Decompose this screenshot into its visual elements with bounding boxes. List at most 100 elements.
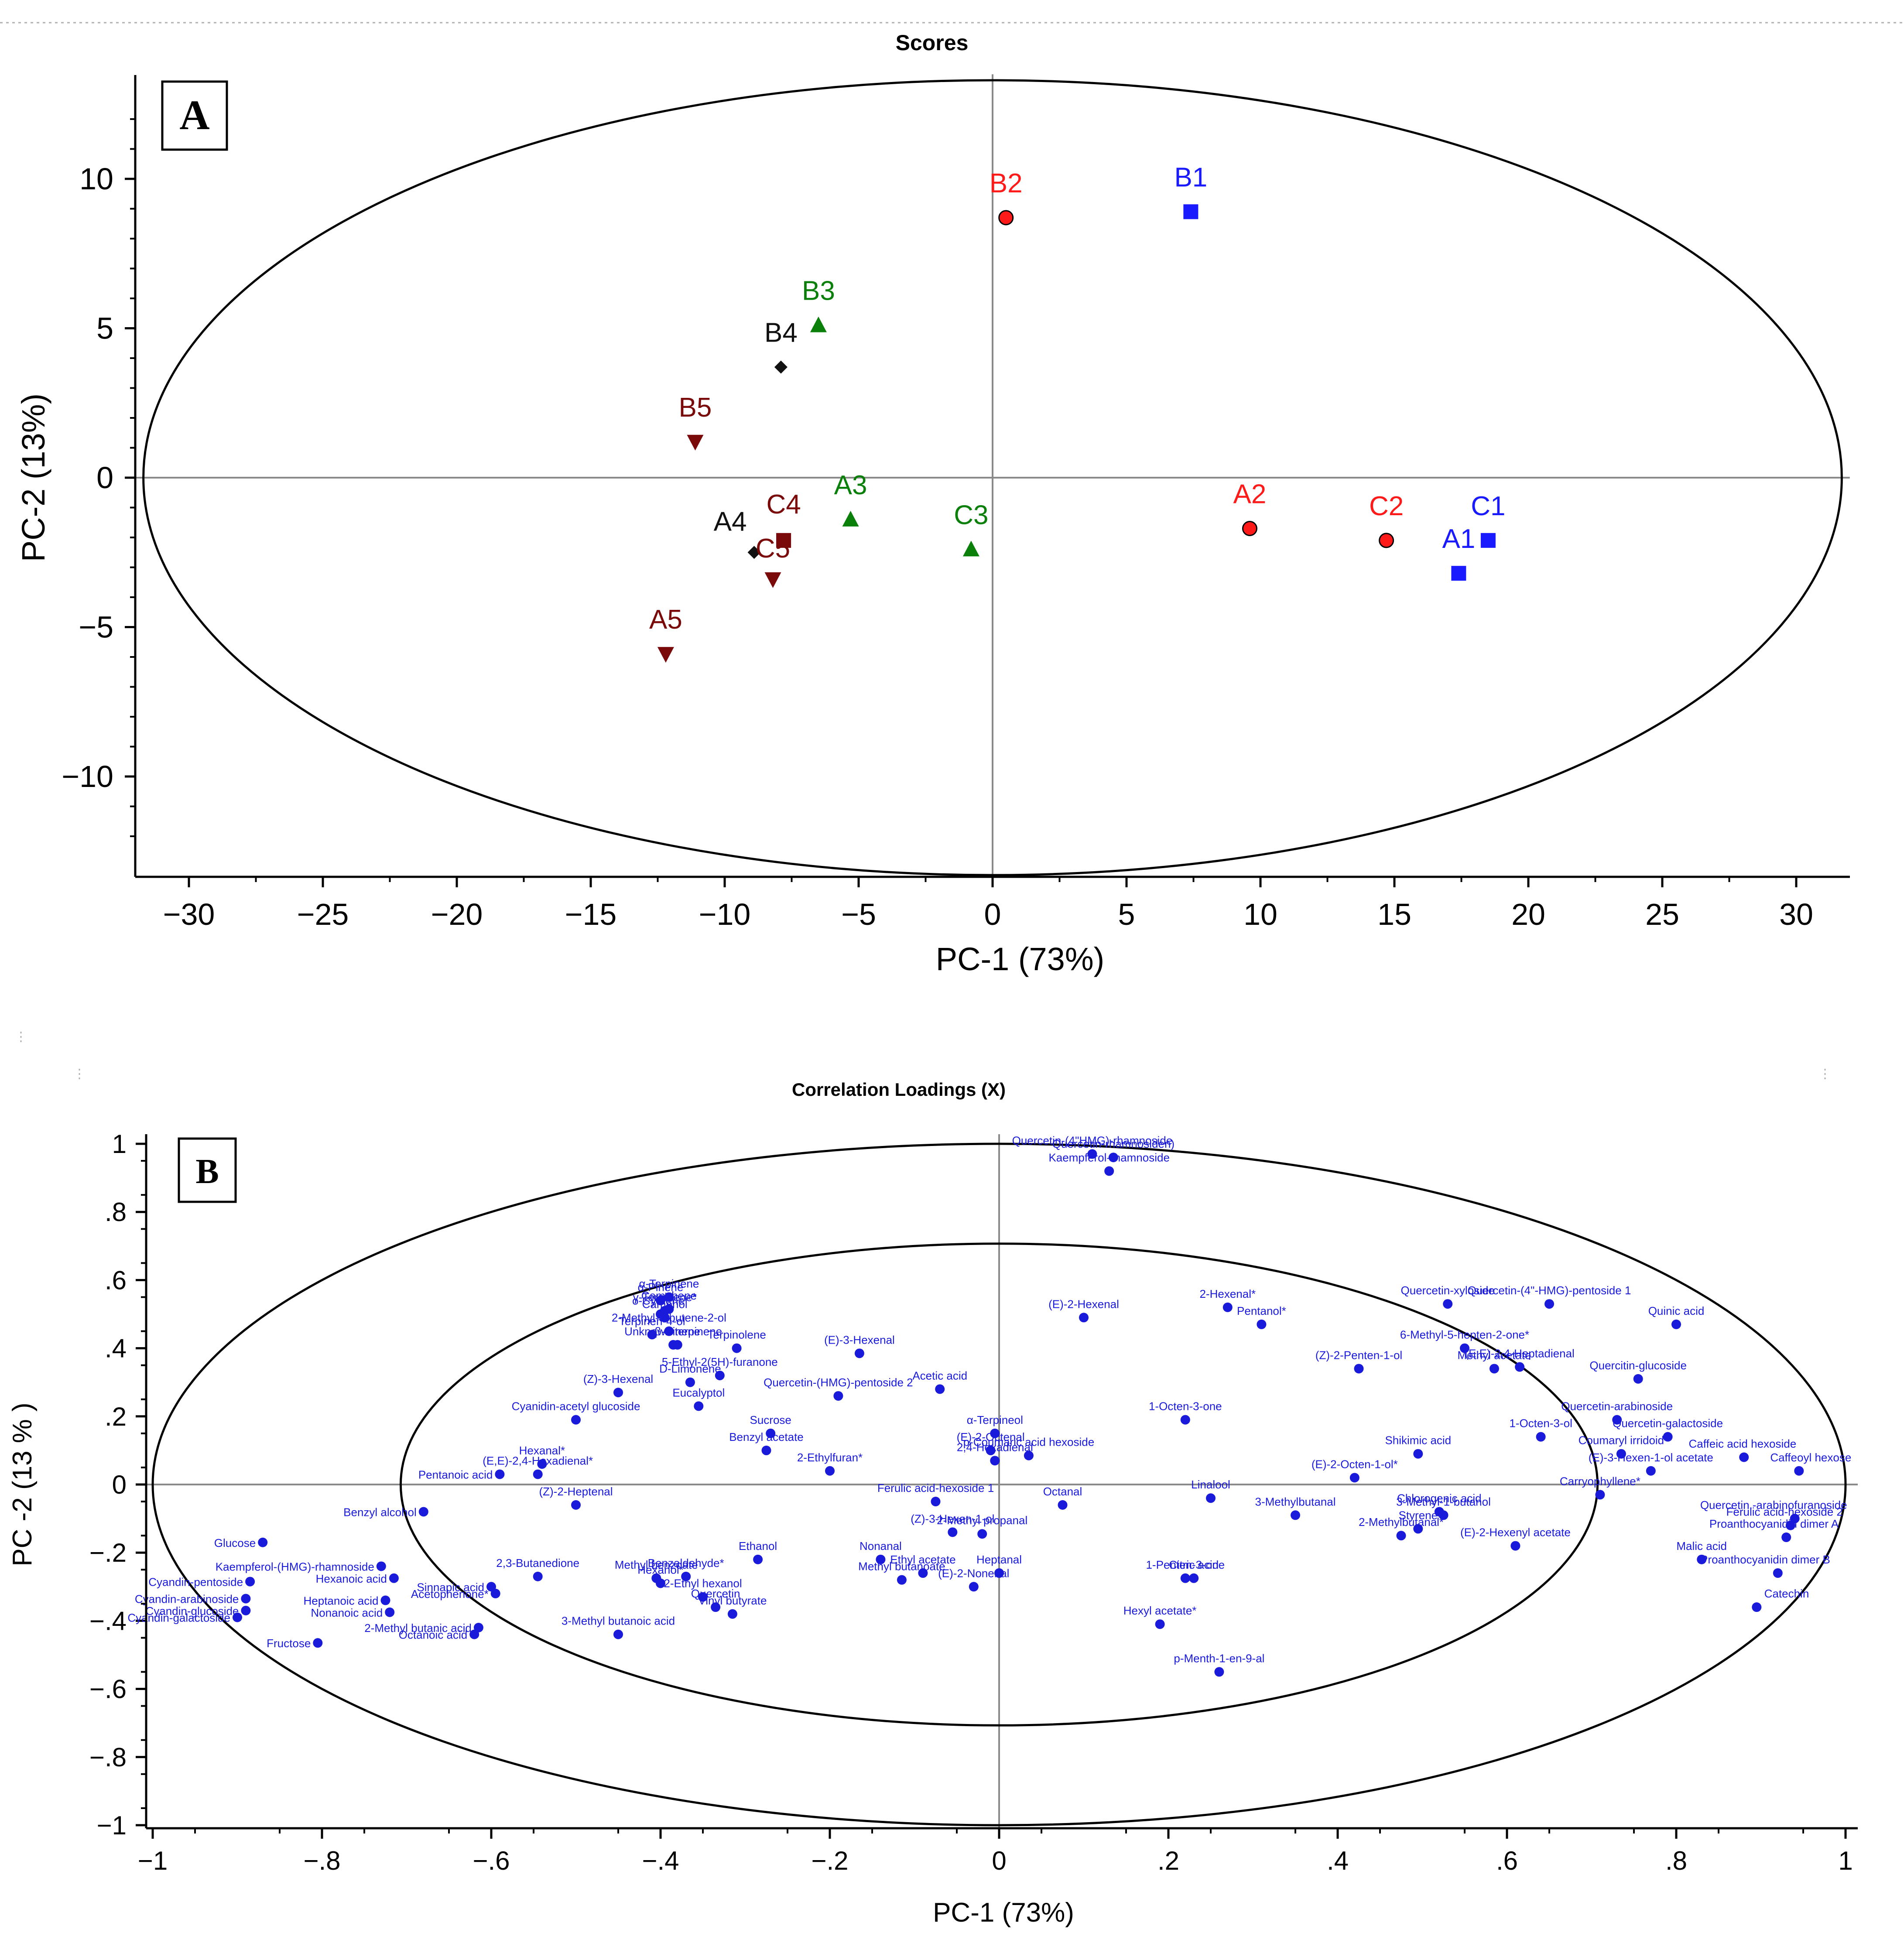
loading-marker [931,1497,941,1507]
loading-label: Quercetin.-arabinofuranoside [1700,1498,1847,1512]
loading-point: Methyl benzoate [615,1558,698,1583]
score-point-B5: B5 [679,393,712,451]
loading-marker [1087,1149,1097,1159]
loading-point: (E)-2-Octenal [957,1430,1025,1455]
loading-point: (E)-2-Octen-1-ol* [1312,1457,1398,1483]
x-tick-label: −25 [297,897,349,931]
loading-label: Pentanol* [1237,1304,1286,1317]
loading-marker [694,1401,704,1411]
loading-point: Quercetin-(4"-HMG)-pentoside 1 [1468,1284,1631,1309]
loading-point: p-Menth-1-en-9-al [1174,1652,1264,1677]
loading-point: Terpinolene [707,1328,766,1353]
score-marker [1379,533,1394,548]
loading-point: Acetophenone* [411,1587,500,1601]
loading-point: Eucalyptol [672,1386,725,1411]
score-point-label: A3 [834,470,867,500]
loading-label: Octanal [1043,1485,1082,1498]
loading-point: (E)-3-Hexen-1-ol acetate [1589,1451,1713,1476]
loading-label: Cyanidin-acetyl glucoside [512,1400,640,1413]
score-point-B1: B1 [1174,162,1207,219]
loading-points: Quercetin-(4"HMG)-rhamnosideQuercetin-rh… [127,1134,1851,1677]
loading-label: Linalool [1191,1478,1230,1491]
y-tick-label: −10 [62,759,113,794]
score-point-label: A4 [714,506,747,537]
loading-marker [711,1602,721,1612]
loading-point: (Z)-2-Heptenal [539,1485,613,1510]
loading-label: 2-Ethylfuran* [797,1451,863,1464]
loading-marker [753,1554,763,1564]
loading-label: Quercetin-rhamnosiden) [1052,1137,1175,1150]
x-tick-label: 25 [1645,897,1679,931]
loading-label: (E,E)-2,4-Heptadienal [1465,1347,1574,1360]
x-tick-label: 10 [1243,897,1277,931]
loading-point: Octanal [1043,1485,1082,1510]
y-tick-label: .4 [105,1334,127,1363]
loading-point: Hexanoic acid [316,1572,399,1585]
loading-label: Quercitin-glucoside [1589,1359,1687,1372]
loading-point: Quinic acid [1648,1304,1705,1329]
loading-label: Shikimic acid [1385,1434,1451,1447]
loading-marker [469,1629,479,1639]
score-marker [810,316,827,332]
loading-marker [681,1571,691,1581]
x-tick-label: −30 [163,897,215,931]
loading-point: 1-Octen-3-one [1149,1400,1222,1425]
loading-point: Octanoic acid [399,1628,479,1642]
score-marker [774,360,788,374]
loading-label: Proanthocyanidin dimer A [1709,1517,1839,1530]
loading-marker [766,1428,776,1438]
y-tick-label: 0 [96,461,113,495]
loading-point: Hexanol* [637,1563,684,1588]
loading-label: Quercetin-(HMG)-pentoside 2 [764,1376,913,1389]
loading-marker [613,1388,623,1398]
loading-marker [1781,1532,1791,1543]
y-axis-label: PC-2 (13%) [15,393,51,562]
loading-label: Kaempferol-(HMG)-rhamnoside [216,1560,374,1573]
score-point-label: B1 [1174,162,1207,192]
score-point-label: B5 [679,393,712,423]
loading-label: 1-Penten-3-one [1146,1558,1225,1571]
loading-label: Heptanal [976,1553,1022,1566]
loading-marker [313,1638,323,1648]
loading-label: Pentanoic acid [418,1468,493,1481]
loading-label: p-Menth-1-en-9-al [1174,1652,1264,1665]
loading-marker [1291,1510,1300,1520]
loading-label: 2-Methyl butanic acid [364,1621,472,1635]
score-point-label: B3 [802,276,835,306]
loading-point: (E,E)-2,4-Heptadienal [1465,1347,1575,1372]
x-tick-label: −15 [565,897,617,931]
loading-label: Styrene [1398,1509,1438,1522]
loading-point: 2,3-Butanedione [496,1556,579,1581]
score-marker [962,540,979,557]
loading-marker [1206,1493,1216,1503]
loading-marker [668,1340,678,1350]
loading-label: Quinic acid [1648,1304,1705,1317]
score-marker [747,546,761,559]
loading-point: Linalool [1191,1478,1230,1503]
loading-label: p-Coumaric acid hexoside [963,1436,1095,1449]
score-point-label: A1 [1442,524,1475,554]
loading-marker [918,1568,928,1578]
y-tick-label: −5 [79,610,113,644]
loading-marker [664,1326,674,1336]
loading-point: 2-Hexenal* [1199,1287,1256,1312]
loading-point: Cyandin-glucoside [145,1604,251,1618]
x-tick-label: 0 [992,1846,1006,1875]
loading-point: α-Terpinene [639,1277,699,1302]
x-tick-label: .2 [1157,1846,1179,1875]
loading-point: 1-Penten-3-one [1146,1558,1225,1583]
loading-point: 6-Methyl-5-hepten-2-one* [1400,1328,1529,1353]
loading-point: 2-Ethyl hexanol [664,1577,742,1602]
loading-point: Shikimic acid [1385,1434,1451,1459]
loading-point: Methyl butanoate [858,1560,945,1585]
loading-marker [994,1568,1004,1578]
loading-point: Quercitin-glucoside [1589,1359,1687,1384]
loading-point: 5-Ethyl-2(5H)-furanone [662,1355,778,1381]
x-tick-label: .6 [1496,1846,1518,1875]
loading-marker [613,1629,623,1639]
loading-point: Heptanal [976,1553,1022,1578]
loading-point: Acetic acid [912,1369,967,1394]
score-point-A4: A4 [714,506,761,559]
loading-label: Citric acid [1169,1558,1219,1571]
